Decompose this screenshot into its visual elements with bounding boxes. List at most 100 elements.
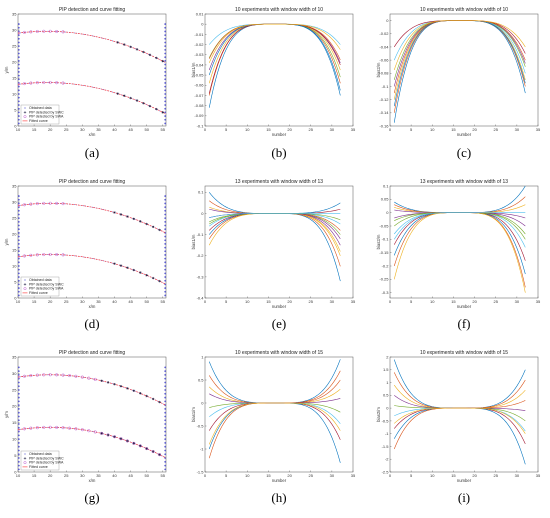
swa-point [93,377,97,381]
axes-frame [204,185,354,299]
data-point [164,442,166,444]
x-tick-label: 10 [245,299,250,304]
data-point [18,67,20,70]
data-point [112,435,114,437]
swc-point [119,437,123,440]
data-point [91,257,93,259]
x-tick-label: 15 [451,473,456,478]
data-point [164,41,166,44]
panel-c: 10 experiments with window width of 10 0 5… [376,7,541,160]
swa-point [48,373,52,377]
plot-area [393,186,526,293]
panel-label: (d) [84,316,99,331]
data-point [164,239,166,242]
data-point [164,45,166,48]
series-line [393,20,526,71]
swc-point [129,45,132,49]
swa-point [55,29,59,34]
x-tick-label: 30 [515,473,520,478]
data-point [18,107,20,110]
plot-area [18,366,166,471]
data-point [164,85,166,88]
swa-point [48,80,52,85]
swa-point [100,431,104,435]
swa-point [74,427,78,431]
swa-point [22,82,26,86]
data-point [123,439,125,441]
series-line [208,370,341,459]
swa-point [29,374,33,378]
x-tick-label: 35 [351,299,356,304]
data-point [18,468,20,471]
data-point [18,78,20,81]
swa-point [138,444,142,448]
data-point [164,374,166,376]
panel-label: (h) [271,490,286,505]
x-tick-label: 5 [410,473,413,478]
data-point [164,370,166,373]
swa-point [80,375,84,379]
swa-point [42,201,46,205]
y-tick-label: 5 [14,453,17,458]
swa-point [106,433,110,437]
y-axis-label: bias1/m [191,234,196,249]
x-tick-label: 15 [32,473,37,478]
swa-point [119,437,123,441]
data-point [145,52,147,54]
swc-point [139,271,142,274]
data-point [164,52,166,55]
swa-point [22,254,26,258]
y-tick-label: -0.5 [197,423,205,428]
data-point [164,59,166,62]
legend-label: Fitted curve [29,291,48,295]
data-point [164,276,166,278]
y-axis-label: bias2/m [376,62,381,77]
data-point [18,209,20,212]
x-tick-label: 30 [330,473,335,478]
x-tick-label: 30 [80,473,85,478]
y-tick-label: -0.2 [382,263,390,268]
data-point [164,26,166,29]
x-tick-label: 30 [330,299,335,304]
y-tick-label: 0.05 [381,197,390,202]
swc-point [139,392,142,395]
x-tick-label: 20 [472,473,477,478]
data-point [64,374,66,376]
x-tick-label: 10 [245,127,250,132]
x-tick-label: 10 [430,127,435,132]
x-tick-label: 15 [266,473,271,478]
series-line [393,20,526,54]
data-point [164,268,166,271]
panel-g: PIP detection and curve fitting 10 15 20 25 3… [4,350,167,505]
series-line [208,23,341,63]
y-tick-label: -0.04 [379,44,389,49]
x-tick-label: 25 [493,473,498,478]
swa-point [29,30,33,34]
data-point [18,122,20,125]
x-tick-label: 35 [536,473,541,478]
x-tick-label: 5 [410,127,413,132]
data-point [164,294,166,297]
data-point [18,220,20,223]
data-point [164,23,166,25]
data-point [55,202,57,204]
data-point [18,396,20,399]
y-tick-label: 2 [386,354,389,359]
panel-label: (c) [457,145,471,160]
legend-label: Fitted curve [29,119,48,123]
chart-title: PIP detection and curve fitting [59,7,126,13]
data-point [18,438,20,441]
data-point [18,415,20,418]
y-tick-label: -0.02 [379,31,389,36]
y-tick-label: 0 [386,18,389,23]
data-point [64,82,66,84]
x-tick-label: 55 [161,473,166,478]
legend-label: Obtained data [29,106,52,110]
swc-point [129,96,132,100]
y-tick-label: -0.06 [379,58,389,63]
data-point [91,86,93,88]
y-tick-label: -2.5 [382,469,390,474]
legend-marker-swc [23,457,27,460]
y-tick-label: -0.2 [197,253,205,258]
